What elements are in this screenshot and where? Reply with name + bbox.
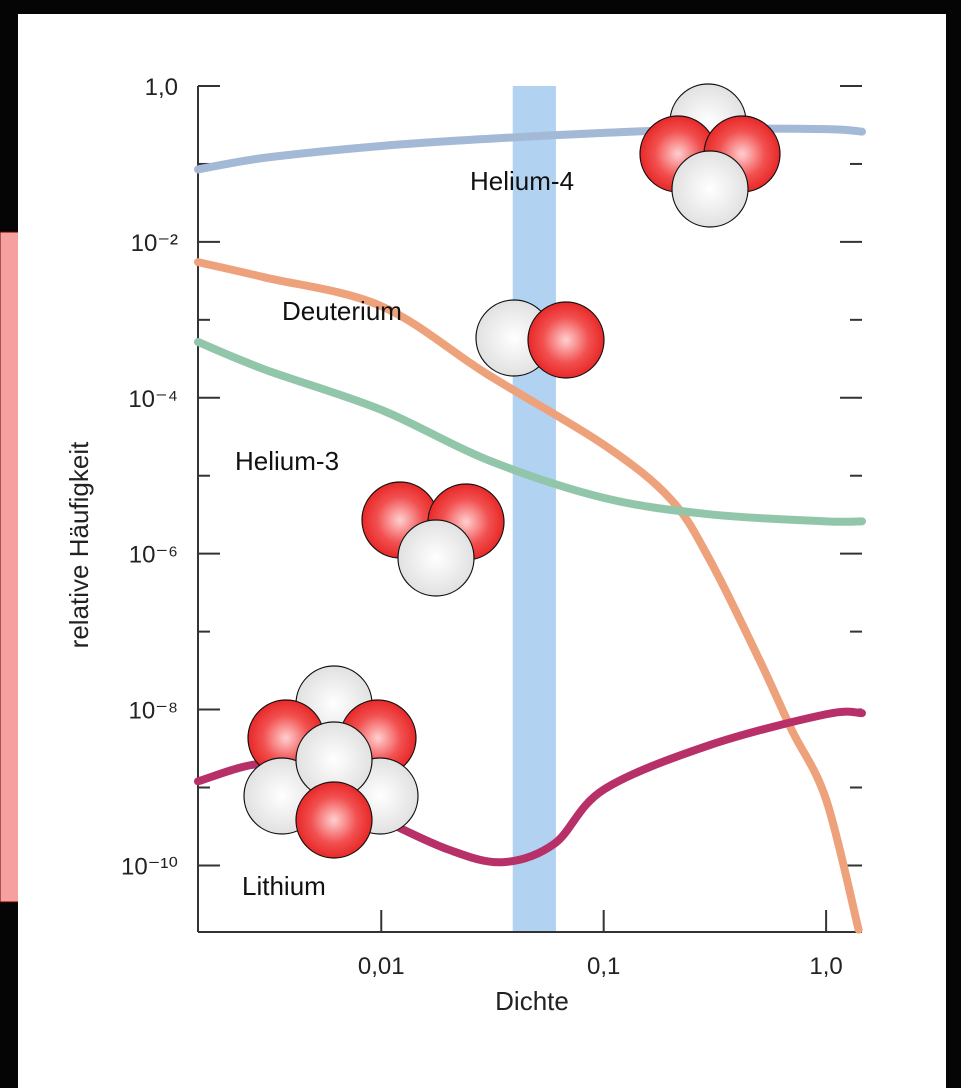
series-label: Helium-4 [470,166,574,196]
x-tick-label: 1,0 [809,953,842,980]
highlight-band [513,86,556,932]
y-tick-label: 10⁻⁴ [128,386,178,413]
x-tick-label: 0,01 [358,953,405,980]
series-label: Helium-3 [235,446,339,476]
y-tick-label: 10⁻⁶ [129,542,178,569]
y-tick-label: 10⁻⁸ [129,698,179,725]
y-tick-label: 10⁻¹⁰ [121,853,178,880]
series-label: Lithium [242,871,326,901]
series-label: Deuterium [282,296,402,326]
x-tick-label: 0,1 [587,953,620,980]
chart: 1,010⁻²10⁻⁴10⁻⁶10⁻⁸10⁻¹⁰0,010,11,0 Dicht [0,0,961,1088]
page: 1,010⁻²10⁻⁴10⁻⁶10⁻⁸10⁻¹⁰0,010,11,0 Dicht [0,0,961,1088]
y-tick-label: 1,0 [145,74,178,101]
deuterium-atom [476,300,604,378]
y-axis-title: relative Häufigkeit [64,441,94,648]
x-axis-title: Dichte [495,986,569,1016]
y-tick-label: 10⁻² [131,230,178,257]
